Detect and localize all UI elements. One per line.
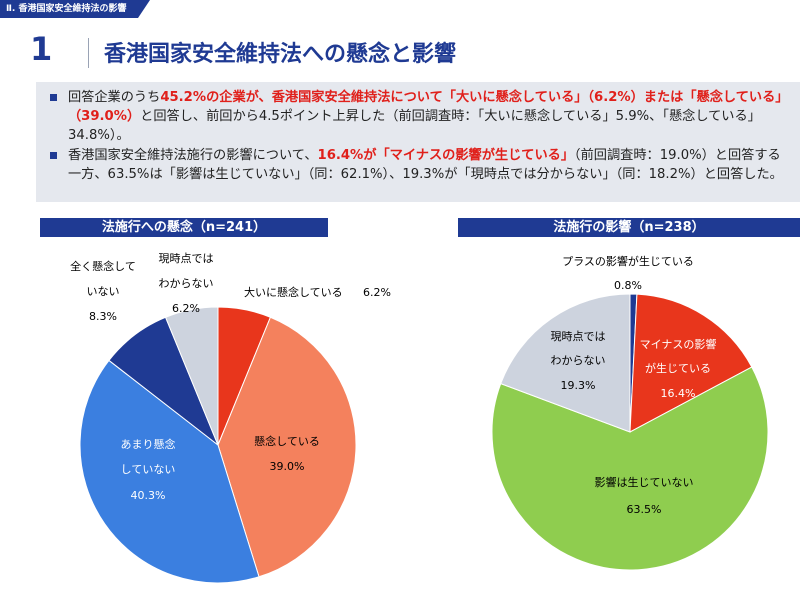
section-tag: Ⅱ. 香港国家安全維持法の影響 bbox=[0, 0, 150, 18]
chart1-title: 法施行への懸念（n=241） bbox=[40, 218, 328, 237]
pie1-label-s2-value: 40.3% bbox=[131, 489, 166, 502]
bullet1-text-a: 回答企業のうち bbox=[68, 90, 161, 105]
pie1-slice-2 bbox=[79, 359, 260, 584]
bullet1-text-b: と回答し、前回から4.5ポイント上昇した（前回調査時：「大いに懸念している」5.… bbox=[68, 109, 761, 143]
pie1-slice-1 bbox=[217, 316, 357, 578]
pie2-slice-2 bbox=[491, 366, 769, 571]
chart2-pie: プラスの影響が生じている 0.8% マイナスの影響 が生じている 16.4% 影… bbox=[491, 254, 769, 571]
pie1-label-s4-name-b: わからない bbox=[159, 277, 214, 290]
page-title: 香港国家安全維持法への懸念と影響 bbox=[104, 42, 457, 67]
bullet2-text-a: 香港国家安全維持法施行の影響について、 bbox=[68, 148, 318, 163]
pie2-label-s0-name: プラスの影響が生じている bbox=[562, 254, 694, 268]
pie2-slice-1 bbox=[629, 293, 753, 433]
pie2-label-s3-name-b: わからない bbox=[551, 354, 606, 367]
pie2-label-s2-value: 63.5% bbox=[627, 503, 662, 516]
pie2-label-s0-value: 0.8% bbox=[614, 279, 642, 292]
pie1-label-s0-name: 大いに懸念している bbox=[244, 285, 343, 299]
pie1-label-s4-value: 6.2% bbox=[172, 302, 200, 315]
pie1-label-s3-name-a: 全く懸念して bbox=[70, 259, 136, 273]
pie1-label-s1-value: 39.0% bbox=[270, 460, 305, 473]
summary-bullet-2: 香港国家安全維持法施行の影響について、16.4%が「マイナスの影響が生じている」… bbox=[48, 146, 788, 184]
pie2-label-s3-value: 19.3% bbox=[561, 379, 596, 392]
pie2-label-s1-name-b: が生じている bbox=[645, 361, 711, 375]
chart1-pie: 大いに懸念している 6.2% 懸念している 39.0% あまり懸念 していない … bbox=[70, 252, 391, 584]
title-number: 1 bbox=[30, 30, 53, 68]
summary-bullet-1: 回答企業のうち45.2%の企業が、香港国家安全維持法について「大いに懸念している… bbox=[48, 88, 788, 145]
bullet1-highlight: 45.2%の企業が、香港国家安全維持法について「大いに懸念している」（6.2%）… bbox=[68, 90, 782, 124]
pie1-label-s2-name-b: していない bbox=[121, 463, 176, 476]
pie2-label-s1-value: 16.4% bbox=[661, 387, 696, 400]
summary-box: 回答企業のうち45.2%の企業が、香港国家安全維持法について「大いに懸念している… bbox=[36, 82, 800, 202]
pie1-label-s3-value: 8.3% bbox=[89, 310, 117, 323]
pie1-slice-4 bbox=[164, 306, 219, 446]
bullet2-highlight: 16.4%が「マイナスの影響が生じている」 bbox=[317, 148, 575, 163]
pie2-slice-3 bbox=[500, 293, 631, 433]
pie1-label-s3-name-b: いない bbox=[87, 285, 120, 298]
title-divider bbox=[88, 38, 89, 68]
pie1-label-s2-name-a: あまり懸念 bbox=[121, 437, 176, 451]
pie1-label-s0-value: 6.2% bbox=[363, 286, 391, 299]
pie1-label-s4-name-a: 現時点では bbox=[159, 252, 214, 265]
pie2-label-s2-name: 影響は生じていない bbox=[595, 475, 694, 489]
pie1-label-s1-name: 懸念している bbox=[254, 434, 320, 448]
pie2-label-s3-name-a: 現時点では bbox=[551, 330, 606, 343]
bullet2-text-b: （前回調査時：19.0%）と回答する一方、63.5%は「影響は生じていない」（同… bbox=[68, 148, 783, 182]
pie2-label-s1-name-a: マイナスの影響 bbox=[640, 337, 717, 351]
chart2-title: 法施行の影響（n=238） bbox=[458, 218, 800, 237]
